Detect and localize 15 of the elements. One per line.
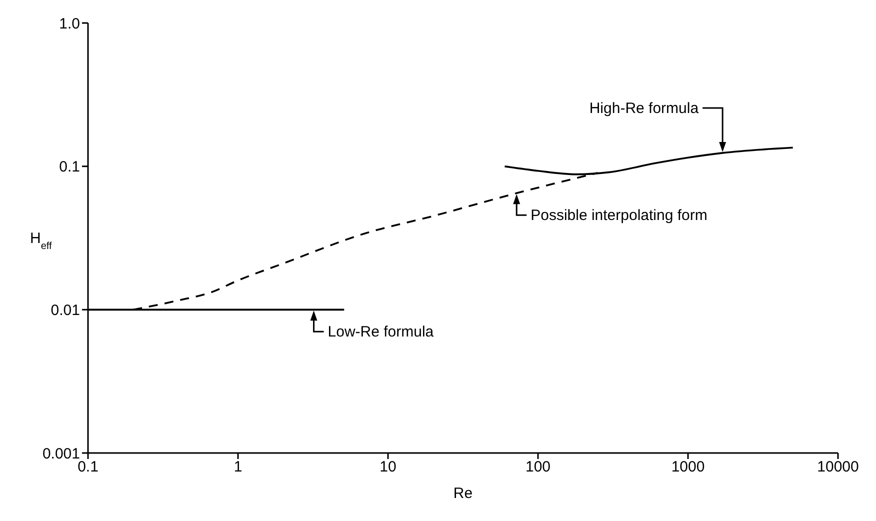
y-tick-label: 0.01 bbox=[50, 302, 80, 319]
x-tick-label: 1000 bbox=[671, 458, 705, 476]
x-tick-label: 100 bbox=[525, 458, 551, 476]
x-tick-label: 0.1 bbox=[78, 458, 98, 476]
annotation: Low-Re formula bbox=[328, 324, 434, 341]
annotation: Possible interpolating form bbox=[530, 207, 708, 224]
x-tick-label: 10 bbox=[380, 458, 396, 476]
y-tick-label: 0.001 bbox=[42, 445, 80, 462]
y-axis-title: H$_{eff}$ bbox=[30, 230, 52, 252]
annotation: High-Re formula bbox=[589, 100, 700, 117]
x-axis-title: Re bbox=[453, 485, 473, 502]
x-tick-label: 1 bbox=[234, 458, 242, 476]
x-tick-label: 10000 bbox=[817, 458, 859, 476]
y-tick-label: 1.0 bbox=[59, 15, 80, 32]
y-tick-label: 0.1 bbox=[59, 158, 80, 176]
